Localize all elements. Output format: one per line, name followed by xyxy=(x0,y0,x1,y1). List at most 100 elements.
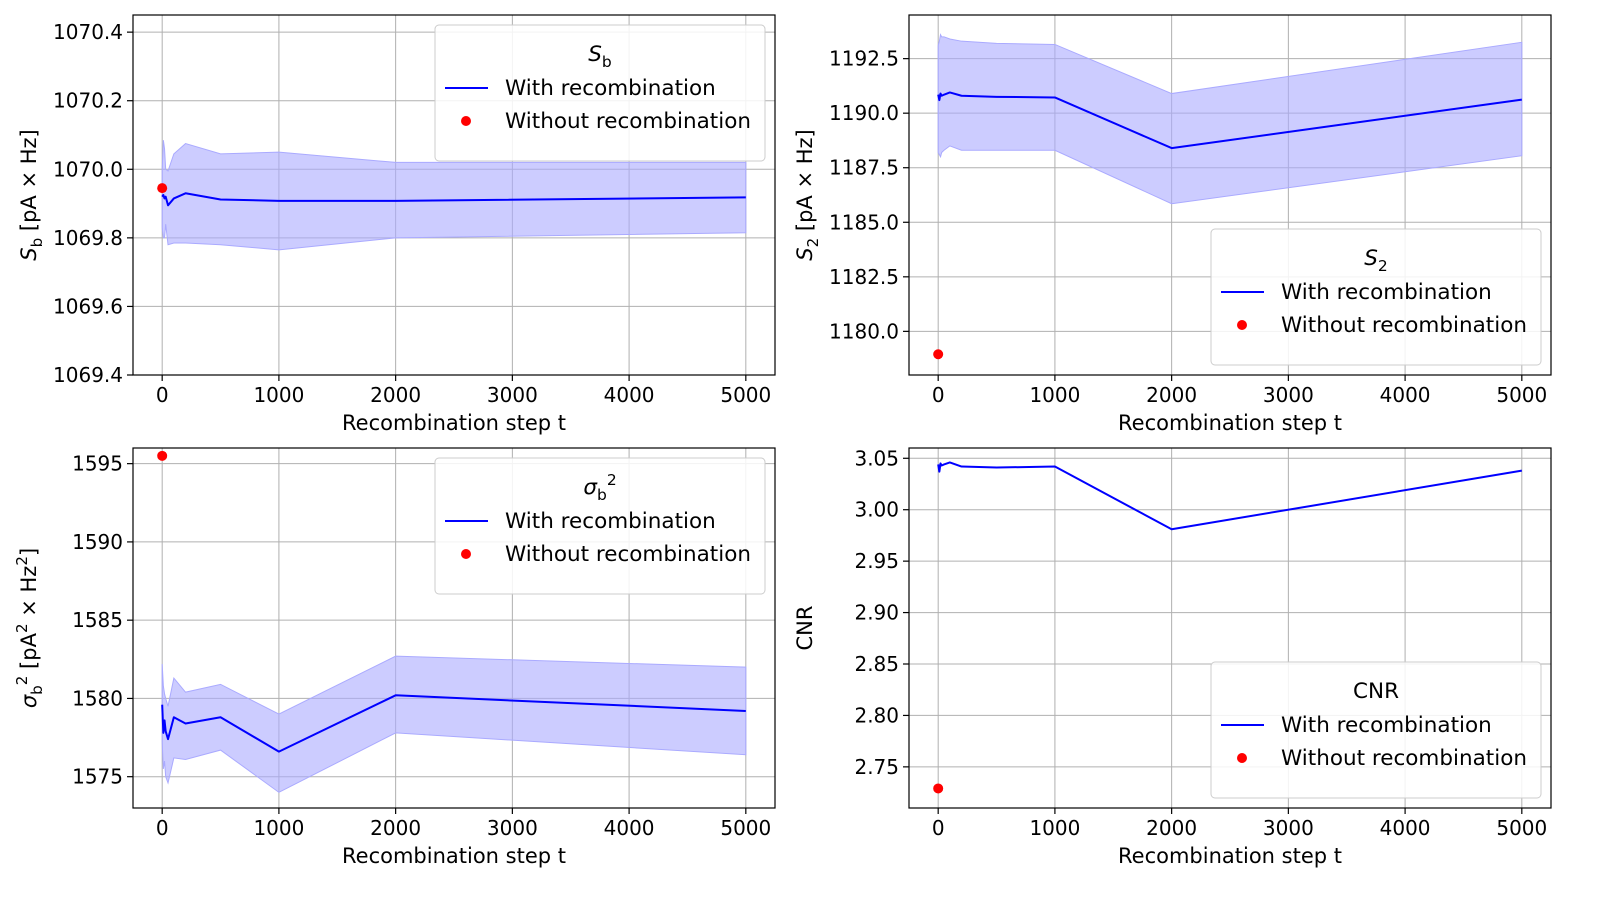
x-tick-label: 1000 xyxy=(253,383,304,407)
series-line-with-recombination xyxy=(161,694,746,753)
x-tick-label: 0 xyxy=(932,816,945,840)
y-tick-label: 1069.4 xyxy=(53,363,123,387)
x-tick-label: 4000 xyxy=(1380,383,1431,407)
legend-box xyxy=(434,24,766,162)
x-tick-label: 3000 xyxy=(487,383,538,407)
x-tick-label: 2000 xyxy=(370,816,421,840)
y-axis-label-group: Sb [pA × Hz] xyxy=(17,129,46,260)
x-axis-label: Recombination step t xyxy=(342,411,566,435)
x-tick-label: 5000 xyxy=(720,816,771,840)
legend-entry-without-recombination: Without recombination xyxy=(505,542,751,567)
y-tick-label: 1190.0 xyxy=(829,101,899,125)
legend-title: σb2 xyxy=(583,471,616,504)
x-tick-label: 4000 xyxy=(1380,816,1431,840)
legend-point-swatch xyxy=(1237,320,1247,330)
plot-area xyxy=(937,33,1523,205)
x-tick-label: 2000 xyxy=(370,383,421,407)
point-without-recombination xyxy=(933,783,944,794)
legend: Sb With recombination Without recombinatio… xyxy=(434,24,766,162)
subplot-3: 0 1000 2000 3000 4000 5000 1575 1580 1585 1590 159… xyxy=(13,447,776,868)
legend-point-swatch xyxy=(461,549,471,559)
legend-entry-with-recombination: With recombination xyxy=(1281,280,1492,305)
y-axis-label: Sb [pA × Hz] xyxy=(17,129,46,260)
y-tick-label: 1182.5 xyxy=(829,265,899,289)
y-tick-label: 1185.0 xyxy=(829,210,899,234)
y-axis-label-group: S2 [pA × Hz] xyxy=(793,129,822,261)
subplot-4: 0 1000 2000 3000 4000 5000 2.75 2.80 2.85 2.90 2.9… xyxy=(793,446,1552,868)
y-tick-label: 1069.6 xyxy=(53,294,123,318)
legend-box xyxy=(434,457,766,595)
legend: S2 With recombination Without recombinatio… xyxy=(1210,228,1542,366)
x-tick-label: 5000 xyxy=(720,383,771,407)
x-axis-label: Recombination step t xyxy=(1118,411,1342,435)
x-tick-label: 1000 xyxy=(253,816,304,840)
y-tick-label: 1192.5 xyxy=(829,47,899,71)
series-line-with-recombination xyxy=(937,461,1522,531)
y-tick-label: 1069.8 xyxy=(53,226,123,250)
confidence-band xyxy=(161,140,747,251)
y-tick-label: 1070.4 xyxy=(53,20,123,44)
y-tick-label: 2.90 xyxy=(854,601,899,625)
axes-frame xyxy=(132,14,776,376)
legend-point-swatch xyxy=(461,116,471,126)
legend: CNR With recombination Without recombinati… xyxy=(1210,661,1542,799)
axes-frame xyxy=(132,447,776,809)
y-axis-label: S2 [pA × Hz] xyxy=(793,129,822,261)
y-tick-label: 1575 xyxy=(72,765,123,789)
x-tick-label: 0 xyxy=(156,816,169,840)
x-axis-label: Recombination step t xyxy=(342,844,566,868)
x-tick-label: 2000 xyxy=(1146,383,1197,407)
axes-frame xyxy=(908,14,1552,376)
x-tick-label: 0 xyxy=(932,383,945,407)
x-tick-label: 3000 xyxy=(487,816,538,840)
y-tick-label: 1580 xyxy=(72,686,123,710)
y-tick-label: 2.85 xyxy=(854,652,899,676)
y-tick-label: 3.00 xyxy=(854,498,899,522)
y-tick-label: 1070.0 xyxy=(53,157,123,181)
y-axis-label-group: σb2 [pA2 × Hz2] xyxy=(13,548,46,708)
y-tick-label: 2.80 xyxy=(854,703,899,727)
x-tick-label: 1000 xyxy=(1029,383,1080,407)
plot-area xyxy=(161,655,747,793)
legend-box xyxy=(1210,228,1542,366)
legend-entry-with-recombination: With recombination xyxy=(505,76,716,101)
plot-area xyxy=(161,140,747,251)
x-tick-label: 0 xyxy=(156,383,169,407)
point-without-recombination xyxy=(933,349,944,360)
y-tick-label: 1070.2 xyxy=(53,89,123,113)
y-axis-label-group: CNR xyxy=(793,606,817,651)
x-tick-label: 5000 xyxy=(1496,816,1547,840)
legend-entry-without-recombination: Without recombination xyxy=(1281,313,1527,338)
x-tick-label: 4000 xyxy=(604,816,655,840)
y-tick-label: 1585 xyxy=(72,608,123,632)
y-axis-label: CNR xyxy=(793,606,817,651)
x-tick-label: 3000 xyxy=(1263,383,1314,407)
confidence-band xyxy=(937,33,1523,205)
plot-area xyxy=(937,461,1522,531)
series-line-with-recombination xyxy=(937,91,1522,150)
axes-frame xyxy=(908,447,1552,809)
series-line-with-recombination xyxy=(161,192,746,207)
confidence-band xyxy=(161,655,747,793)
legend-entry-with-recombination: With recombination xyxy=(505,509,716,534)
legend-point-swatch xyxy=(1237,753,1247,763)
x-tick-label: 1000 xyxy=(1029,816,1080,840)
x-tick-label: 4000 xyxy=(604,383,655,407)
y-axis-label: σb2 [pA2 × Hz2] xyxy=(13,548,46,708)
subplot-2: 0 1000 2000 3000 4000 5000 1180.0 1182.5 1185.0 1… xyxy=(793,14,1552,435)
y-tick-label: 1180.0 xyxy=(829,319,899,343)
legend-box xyxy=(1210,661,1542,799)
x-axis-label: Recombination step t xyxy=(1118,844,1342,868)
x-tick-label: 3000 xyxy=(1263,816,1314,840)
y-tick-label: 1590 xyxy=(72,530,123,554)
legend-entry-without-recombination: Without recombination xyxy=(505,109,751,134)
x-tick-label: 2000 xyxy=(1146,816,1197,840)
legend: σb2 With recombination Without recombinati… xyxy=(434,457,766,595)
y-tick-label: 1187.5 xyxy=(829,156,899,180)
legend-entry-without-recombination: Without recombination xyxy=(1281,746,1527,771)
legend-title: Sb xyxy=(588,42,611,71)
point-without-recombination xyxy=(157,183,168,194)
y-tick-label: 2.75 xyxy=(854,755,899,779)
legend-title: CNR xyxy=(1353,679,1399,704)
